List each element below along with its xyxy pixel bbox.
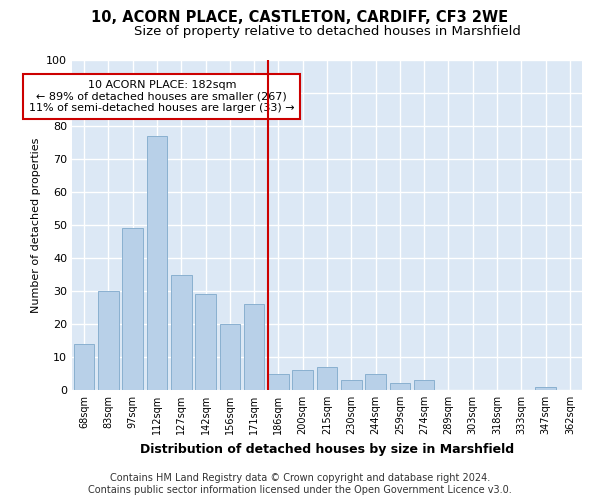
Bar [317, 367, 337, 390]
Bar [146, 136, 167, 390]
Bar [195, 294, 216, 390]
Bar [365, 374, 386, 390]
X-axis label: Distribution of detached houses by size in Marshfield: Distribution of detached houses by size … [140, 442, 514, 456]
Y-axis label: Number of detached properties: Number of detached properties [31, 138, 41, 312]
Bar [268, 374, 289, 390]
Bar [389, 384, 410, 390]
Text: 10, ACORN PLACE, CASTLETON, CARDIFF, CF3 2WE: 10, ACORN PLACE, CASTLETON, CARDIFF, CF3… [91, 10, 509, 25]
Bar [244, 304, 265, 390]
Bar [341, 380, 362, 390]
Title: Size of property relative to detached houses in Marshfield: Size of property relative to detached ho… [134, 25, 520, 38]
Bar [220, 324, 240, 390]
Bar [98, 291, 119, 390]
Bar [535, 386, 556, 390]
Bar [414, 380, 434, 390]
Bar [292, 370, 313, 390]
Text: Contains HM Land Registry data © Crown copyright and database right 2024.
Contai: Contains HM Land Registry data © Crown c… [88, 474, 512, 495]
Text: 10 ACORN PLACE: 182sqm
← 89% of detached houses are smaller (267)
11% of semi-de: 10 ACORN PLACE: 182sqm ← 89% of detached… [29, 80, 295, 113]
Bar [74, 344, 94, 390]
Bar [122, 228, 143, 390]
Bar [171, 274, 191, 390]
